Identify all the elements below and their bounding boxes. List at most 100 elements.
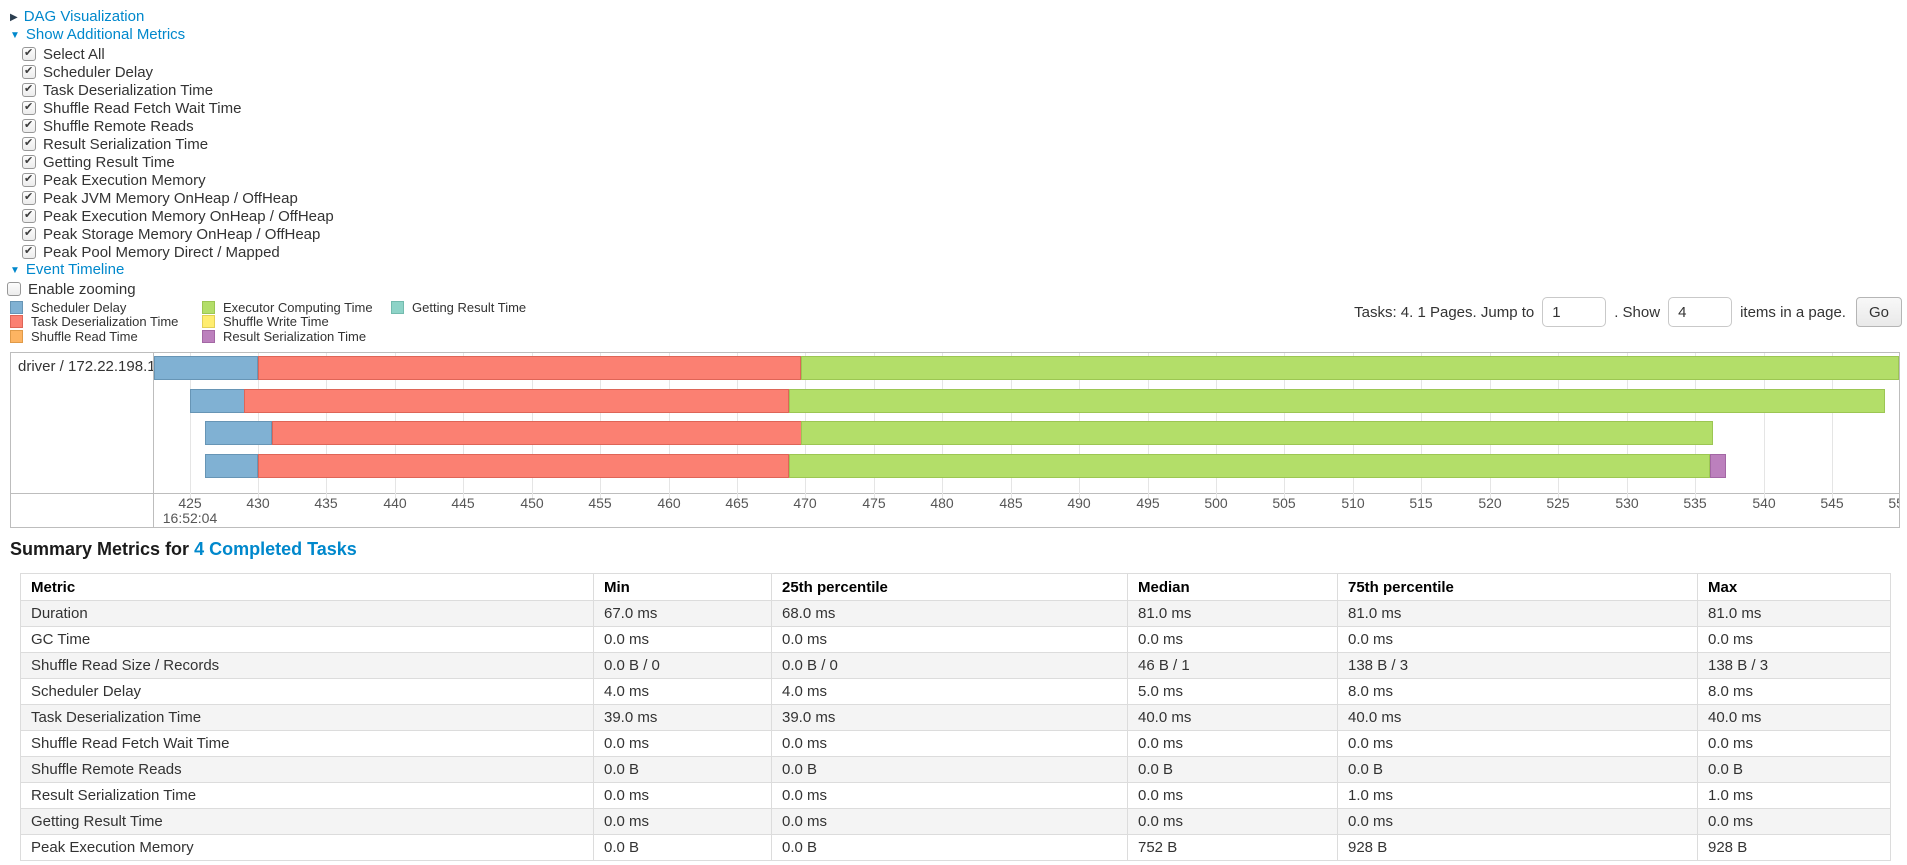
metric-checkbox[interactable]: [22, 190, 36, 205]
metric-checkbox-row[interactable]: Peak Pool Memory Direct / Mapped: [22, 243, 334, 261]
metric-checkbox[interactable]: [22, 64, 36, 79]
timeline-tick-label: 425: [178, 495, 202, 511]
metric-value-cell: 8.0 ms: [1697, 678, 1891, 705]
task-bar-segment-scheduler-delay[interactable]: [205, 421, 272, 445]
metric-value-cell: 67.0 ms: [593, 600, 772, 627]
legend-item: Executor Computing Time: [202, 300, 373, 315]
metric-checkbox-label: Shuffle Read Fetch Wait Time: [43, 99, 242, 117]
legend-label: Shuffle Read Time: [31, 328, 138, 344]
event-timeline-chart: driver / 172.22.198.104 425 430 435 440 445 4…: [10, 352, 1900, 528]
task-bar-segment-task-deserialization[interactable]: [258, 356, 801, 380]
metric-checkbox[interactable]: [22, 118, 36, 133]
legend-swatch-icon: [202, 329, 215, 343]
task-bar-segment-task-deserialization[interactable]: [258, 454, 789, 478]
summary-table-row: Task Deserialization Time 39.0 ms 39.0 ms 4…: [20, 704, 1891, 731]
legend-item: Task Deserialization Time: [10, 314, 178, 329]
dag-visualization-toggle[interactable]: ▶ DAG Visualization: [10, 8, 144, 26]
metric-checkbox-row[interactable]: Shuffle Read Fetch Wait Time: [22, 99, 334, 117]
event-timeline-link[interactable]: Event Timeline: [25, 261, 125, 278]
metric-checkbox-row[interactable]: Shuffle Remote Reads: [22, 117, 334, 135]
legend-label: Executor Computing Time: [223, 299, 373, 315]
metric-checkbox[interactable]: [22, 136, 36, 151]
show-additional-metrics-link[interactable]: Show Additional Metrics: [25, 26, 186, 43]
dag-visualization-link[interactable]: DAG Visualization: [23, 8, 145, 25]
summary-table-row: Peak Execution Memory 0.0 B 0.0 B 752 B 928 …: [20, 834, 1891, 861]
metric-checkbox-label: Peak Execution Memory: [43, 171, 206, 189]
task-bar-segment-executor-computing[interactable]: [801, 356, 1899, 380]
metric-value-cell: 81.0 ms: [1337, 600, 1698, 627]
metric-value-cell: 0.0 B / 0: [593, 652, 772, 679]
task-bar-segment-executor-computing[interactable]: [801, 421, 1713, 445]
enable-zooming-checkbox[interactable]: [7, 282, 21, 296]
summary-table-row: Scheduler Delay 4.0 ms 4.0 ms 5.0 ms 8.0 ms 8…: [20, 678, 1891, 705]
timeline-gridline: [1832, 353, 1833, 499]
pagination-tasks-text: Tasks: 4. 1 Pages. Jump to: [1354, 303, 1535, 321]
metric-checkbox-row[interactable]: Scheduler Delay: [22, 63, 334, 81]
task-bar-segment-task-deserialization[interactable]: [272, 421, 802, 445]
timeline-tick-label: 485: [999, 495, 1023, 511]
metric-value-cell: 138 B / 3: [1697, 652, 1891, 679]
go-button[interactable]: Go: [1855, 297, 1902, 327]
metric-checkbox-label: Select All: [43, 45, 105, 63]
metric-checkbox[interactable]: [22, 154, 36, 169]
metric-checkbox-row[interactable]: Peak Storage Memory OnHeap / OffHeap: [22, 225, 334, 243]
task-bar-segment-scheduler-delay[interactable]: [205, 454, 258, 478]
metric-checkbox-row[interactable]: Task Deserialization Time: [22, 81, 334, 99]
metric-checkbox[interactable]: [22, 82, 36, 97]
timeline-group-separator: [153, 353, 154, 527]
metric-value-cell: 0.0 ms: [1127, 782, 1338, 809]
metric-checkbox-label: Result Serialization Time: [43, 135, 209, 153]
page-size-input[interactable]: [1668, 297, 1733, 327]
timeline-tick-label: 535: [1683, 495, 1707, 511]
metric-checkbox-row[interactable]: Getting Result Time: [22, 153, 334, 171]
completed-tasks-link[interactable]: 4 Completed Tasks: [194, 539, 357, 559]
metric-checkbox[interactable]: [22, 244, 36, 259]
legend-column: Executor Computing Time Shuffle Write Tim…: [202, 300, 373, 344]
metric-checkbox-row[interactable]: Result Serialization Time: [22, 135, 334, 153]
task-bar-segment-result-serialization[interactable]: [1710, 454, 1726, 478]
metric-name-cell: Getting Result Time: [20, 808, 594, 835]
metric-value-cell: 0.0 B: [1127, 756, 1338, 783]
metric-checkbox-row[interactable]: Select All: [22, 45, 334, 63]
task-bar-segment-scheduler-delay[interactable]: [154, 356, 258, 380]
jump-to-page-input[interactable]: [1542, 297, 1607, 327]
summary-column-header: Median: [1127, 573, 1338, 601]
timeline-gridline: [190, 353, 191, 499]
event-timeline-toggle[interactable]: ▼ Event Timeline: [10, 261, 124, 279]
show-additional-metrics-toggle[interactable]: ▼ Show Additional Metrics: [10, 26, 185, 44]
metric-value-cell: 0.0 ms: [771, 730, 1128, 757]
metric-checkbox[interactable]: [22, 208, 36, 223]
metric-value-cell: 0.0 B: [593, 756, 772, 783]
metric-checkbox[interactable]: [22, 100, 36, 115]
metric-name-cell: Task Deserialization Time: [20, 704, 594, 731]
metric-checkbox-label: Scheduler Delay: [43, 63, 154, 81]
task-bar-segment-task-deserialization[interactable]: [244, 389, 789, 413]
metric-name-cell: Result Serialization Time: [20, 782, 594, 809]
metric-value-cell: 752 B: [1127, 834, 1338, 861]
metric-checkbox-row[interactable]: Peak Execution Memory OnHeap / OffHeap: [22, 207, 334, 225]
metric-name-cell: Shuffle Read Size / Records: [20, 652, 594, 679]
task-bar-segment-scheduler-delay[interactable]: [190, 389, 245, 413]
task-bar-segment-executor-computing[interactable]: [789, 454, 1710, 478]
metric-value-cell: 0.0 ms: [1127, 730, 1338, 757]
summary-column-header: Min: [593, 573, 772, 601]
metric-value-cell: 81.0 ms: [1127, 600, 1338, 627]
task-bar-segment-executor-computing[interactable]: [789, 389, 1885, 413]
metric-checkbox[interactable]: [22, 226, 36, 241]
metric-checkbox-row[interactable]: Peak Execution Memory: [22, 171, 334, 189]
metric-checkbox[interactable]: [22, 46, 36, 61]
metric-checkbox-row[interactable]: Peak JVM Memory OnHeap / OffHeap: [22, 189, 334, 207]
summary-table-row: Duration 67.0 ms 68.0 ms 81.0 ms 81.0 ms 81.0…: [20, 600, 1891, 627]
metric-checkbox-label: Shuffle Remote Reads: [43, 117, 194, 135]
timeline-plot: 425 430 435 440 445 450 455 460 465 470 475 480 485 4…: [154, 353, 1899, 527]
legend-item: Shuffle Write Time: [202, 314, 373, 329]
summary-table-row: Result Serialization Time 0.0 ms 0.0 ms 0.0…: [20, 782, 1891, 809]
metric-value-cell: 0.0 ms: [1337, 730, 1698, 757]
metric-name-cell: Duration: [20, 600, 594, 627]
metric-checkbox[interactable]: [22, 172, 36, 187]
timeline-group-label: driver / 172.22.198.104: [18, 358, 173, 375]
timeline-tick-label: 505: [1272, 495, 1296, 511]
enable-zooming-checkbox-row[interactable]: Enable zooming: [7, 280, 136, 298]
legend-swatch-icon: [10, 329, 23, 343]
timeline-tick-label: 520: [1478, 495, 1502, 511]
